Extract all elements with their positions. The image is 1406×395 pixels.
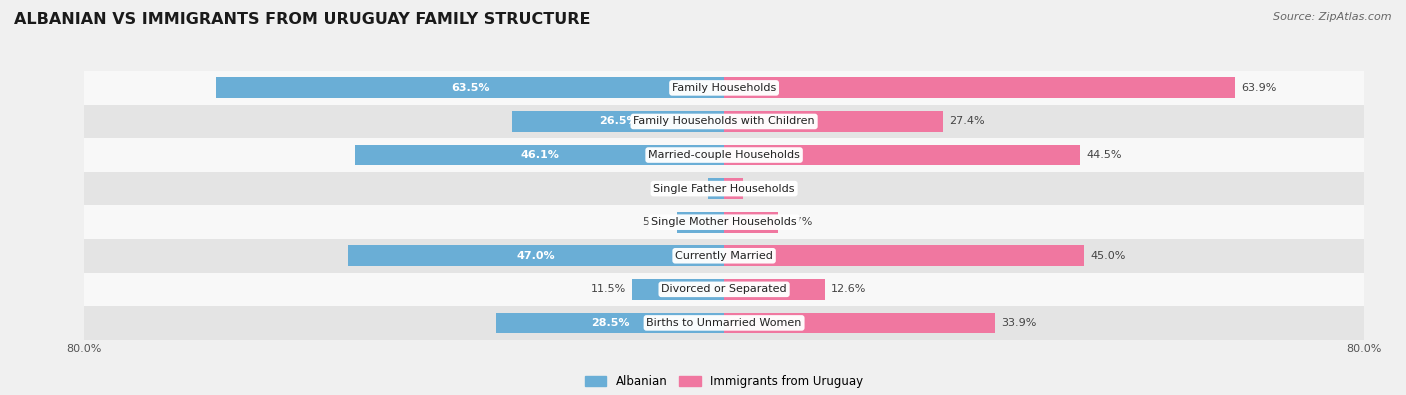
Bar <box>724 145 1080 166</box>
Bar <box>496 312 724 333</box>
Bar <box>84 273 1364 306</box>
Text: 33.9%: 33.9% <box>1001 318 1038 328</box>
Bar <box>84 239 1364 273</box>
Text: 28.5%: 28.5% <box>591 318 630 328</box>
Bar <box>84 205 1364 239</box>
Text: ALBANIAN VS IMMIGRANTS FROM URUGUAY FAMILY STRUCTURE: ALBANIAN VS IMMIGRANTS FROM URUGUAY FAMI… <box>14 12 591 27</box>
Text: 2.4%: 2.4% <box>749 184 778 194</box>
Bar <box>676 212 724 233</box>
Bar <box>724 77 1234 98</box>
Text: 11.5%: 11.5% <box>591 284 626 294</box>
Text: 26.5%: 26.5% <box>599 117 637 126</box>
Text: 6.7%: 6.7% <box>785 217 813 227</box>
Bar <box>724 245 1084 266</box>
Text: Divorced or Separated: Divorced or Separated <box>661 284 787 294</box>
Text: Births to Unmarried Women: Births to Unmarried Women <box>647 318 801 328</box>
Bar <box>724 111 943 132</box>
Text: 44.5%: 44.5% <box>1087 150 1122 160</box>
Text: Married-couple Households: Married-couple Households <box>648 150 800 160</box>
Text: 63.9%: 63.9% <box>1241 83 1277 93</box>
Bar <box>84 172 1364 205</box>
Bar <box>512 111 724 132</box>
Text: Single Father Households: Single Father Households <box>654 184 794 194</box>
Bar <box>84 138 1364 172</box>
Text: Family Households: Family Households <box>672 83 776 93</box>
Text: Single Mother Households: Single Mother Households <box>651 217 797 227</box>
Text: Currently Married: Currently Married <box>675 251 773 261</box>
Bar <box>217 77 724 98</box>
Bar <box>84 105 1364 138</box>
Text: Source: ZipAtlas.com: Source: ZipAtlas.com <box>1274 12 1392 22</box>
Bar <box>84 71 1364 105</box>
Text: 63.5%: 63.5% <box>451 83 489 93</box>
Bar <box>709 178 724 199</box>
Bar <box>724 178 744 199</box>
Text: 12.6%: 12.6% <box>831 284 866 294</box>
Text: 27.4%: 27.4% <box>949 117 986 126</box>
Text: 2.0%: 2.0% <box>673 184 702 194</box>
Bar <box>724 212 778 233</box>
Text: 5.9%: 5.9% <box>643 217 671 227</box>
Bar <box>633 279 724 300</box>
Bar <box>349 245 724 266</box>
Bar <box>356 145 724 166</box>
Bar <box>724 279 825 300</box>
Legend: Albanian, Immigrants from Uruguay: Albanian, Immigrants from Uruguay <box>581 371 868 393</box>
Text: 47.0%: 47.0% <box>517 251 555 261</box>
Text: 45.0%: 45.0% <box>1090 251 1126 261</box>
Bar <box>724 312 995 333</box>
Bar <box>84 306 1364 340</box>
Text: 46.1%: 46.1% <box>520 150 560 160</box>
Text: Family Households with Children: Family Households with Children <box>633 117 815 126</box>
